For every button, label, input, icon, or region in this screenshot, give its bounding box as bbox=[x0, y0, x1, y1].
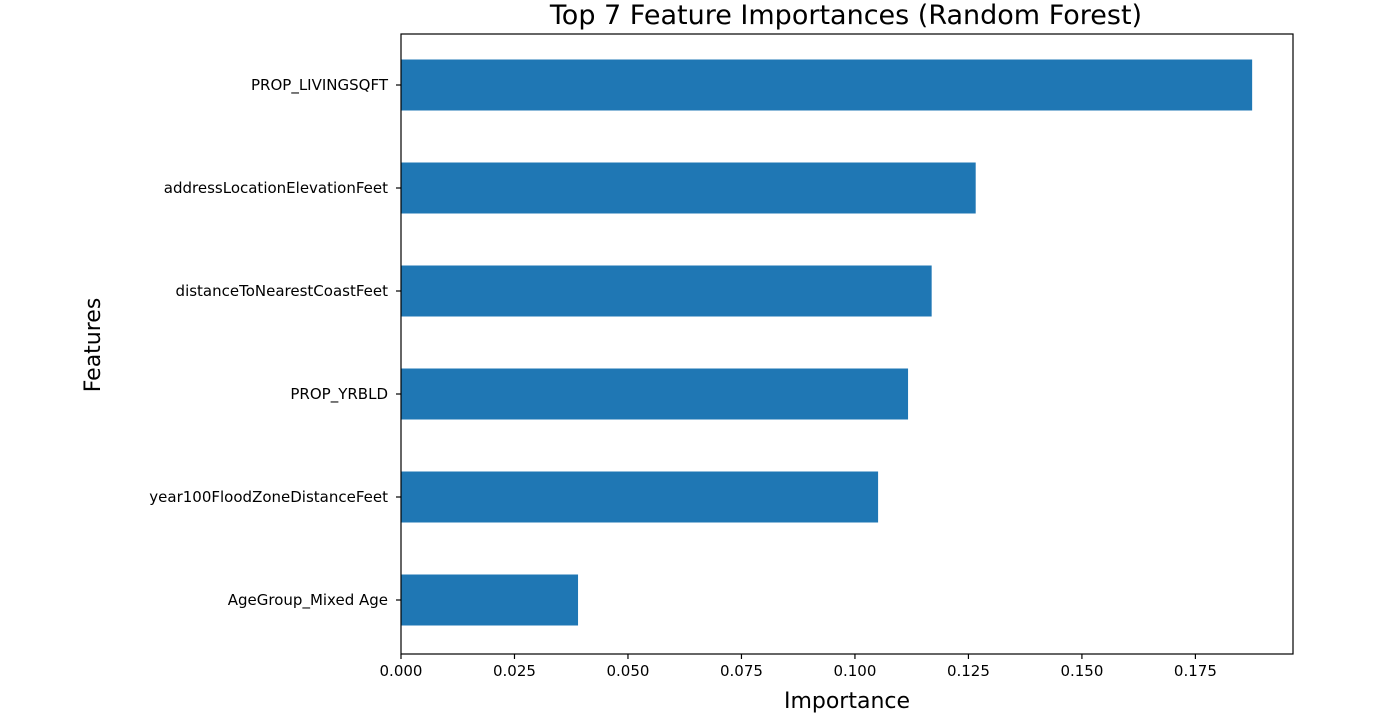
y-tick-label: AgeGroup_Mixed Age bbox=[228, 591, 388, 610]
bar-1 bbox=[401, 162, 976, 214]
y-tick-label: PROP_YRBLD bbox=[290, 385, 388, 404]
bar-3 bbox=[401, 368, 909, 420]
x-tick-label: 0.100 bbox=[833, 662, 876, 680]
bar-2 bbox=[401, 265, 932, 317]
y-tick-label: distanceToNearestCoastFeet bbox=[176, 282, 389, 300]
bar-5 bbox=[401, 574, 579, 626]
x-tick-label: 0.050 bbox=[606, 662, 649, 680]
y-tick-label: addressLocationElevationFeet bbox=[164, 179, 388, 197]
x-axis-label: Importance bbox=[784, 689, 910, 714]
bars-group bbox=[401, 59, 1253, 626]
x-tick-label: 0.075 bbox=[720, 662, 763, 680]
x-tick-label: 0.125 bbox=[947, 662, 990, 680]
x-tick-label: 0.150 bbox=[1060, 662, 1103, 680]
x-tick-label: 0.175 bbox=[1174, 662, 1217, 680]
y-tick-label: PROP_LIVINGSQFT bbox=[251, 76, 389, 95]
plot-frame bbox=[400, 33, 1294, 655]
bar-4 bbox=[401, 471, 879, 523]
x-tick-label: 0.000 bbox=[380, 662, 423, 680]
x-axis-ticks: 0.000 0.025 0.050 0.075 0.100 0.125 0.150 0.175 bbox=[380, 654, 1217, 680]
y-axis-label: Features bbox=[81, 298, 106, 393]
bar-0 bbox=[401, 59, 1253, 111]
y-tick-label: year100FloodZoneDistanceFeet bbox=[149, 488, 388, 506]
x-tick-label: 0.025 bbox=[493, 662, 536, 680]
y-axis-ticks: PROP_LIVINGSQFT addressLocationElevationF… bbox=[149, 76, 401, 610]
chart-title: Top 7 Feature Importances (Random Forest… bbox=[549, 0, 1142, 31]
